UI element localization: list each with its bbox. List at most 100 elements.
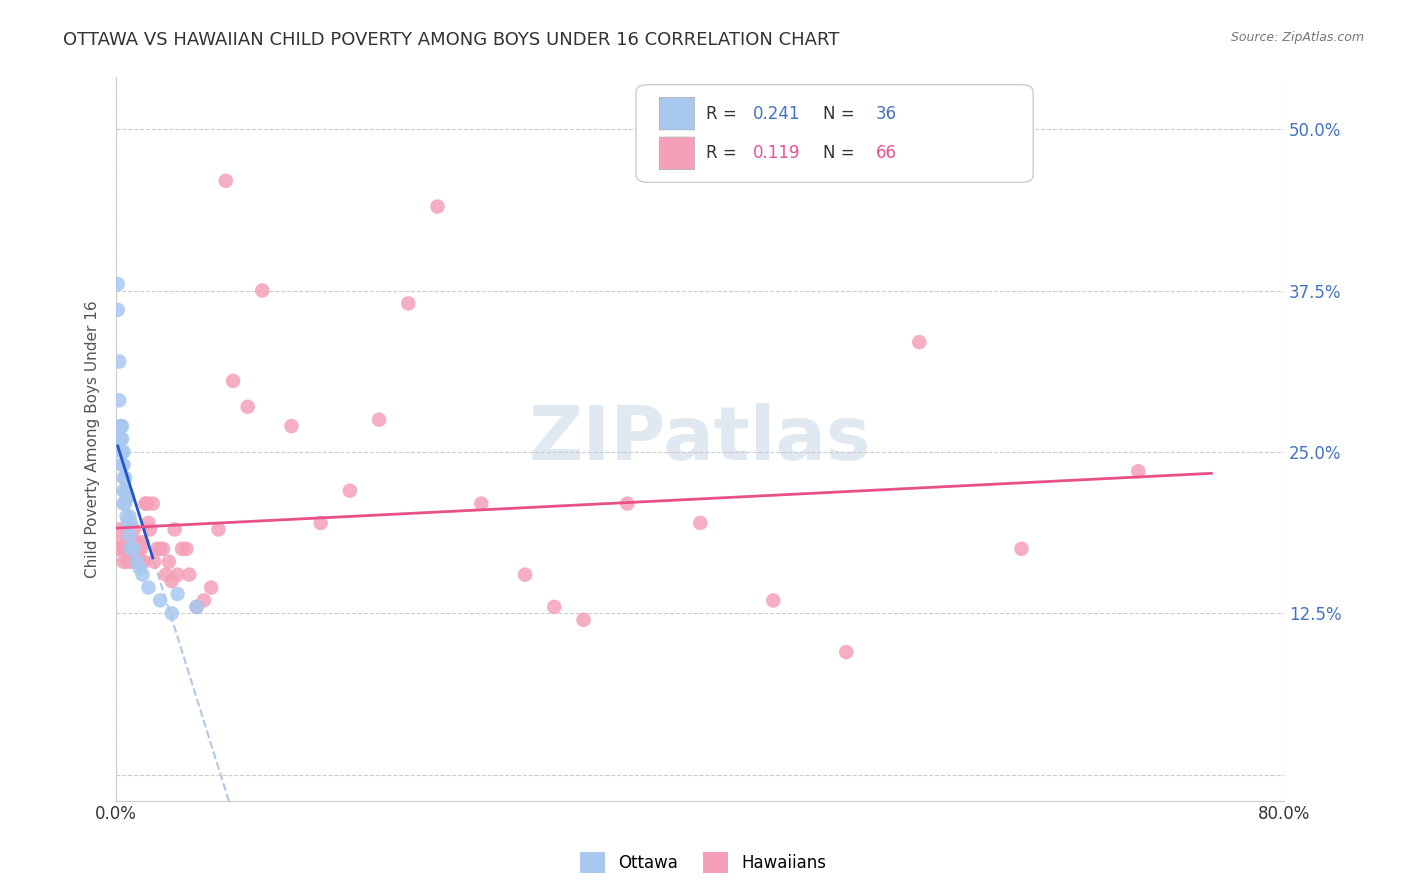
Point xyxy=(112,445,135,459)
Point xyxy=(120,516,142,530)
Point xyxy=(129,541,152,556)
Point xyxy=(110,419,132,434)
Point xyxy=(309,516,332,530)
Point xyxy=(117,516,139,530)
Point xyxy=(107,277,129,291)
Point xyxy=(215,174,238,188)
Point xyxy=(114,497,136,511)
Point xyxy=(110,432,132,446)
Point xyxy=(368,412,391,426)
Text: R =: R = xyxy=(706,145,742,162)
Point xyxy=(112,555,135,569)
Point xyxy=(115,490,138,504)
Point xyxy=(157,555,180,569)
Text: Source: ZipAtlas.com: Source: ZipAtlas.com xyxy=(1230,31,1364,45)
Point xyxy=(543,599,565,614)
Point xyxy=(108,523,131,537)
Text: 66: 66 xyxy=(876,145,897,162)
Text: ZIPatlas: ZIPatlas xyxy=(529,402,872,475)
Point xyxy=(112,471,135,485)
Point xyxy=(124,541,146,556)
Point xyxy=(117,490,139,504)
Point xyxy=(111,541,134,556)
Point xyxy=(396,296,419,310)
Point xyxy=(616,497,638,511)
Point xyxy=(115,529,138,543)
Point xyxy=(117,555,139,569)
Point xyxy=(118,541,141,556)
Point xyxy=(470,497,492,511)
Legend: Ottawa, Hawaiians: Ottawa, Hawaiians xyxy=(574,846,832,880)
Point xyxy=(108,354,131,368)
Point xyxy=(166,567,188,582)
Point xyxy=(170,541,193,556)
Point xyxy=(107,302,129,317)
Point xyxy=(127,541,149,556)
Point xyxy=(572,613,595,627)
Point xyxy=(114,471,136,485)
Point xyxy=(111,458,134,472)
Point xyxy=(193,593,215,607)
Y-axis label: Child Poverty Among Boys Under 16: Child Poverty Among Boys Under 16 xyxy=(86,301,100,578)
Point xyxy=(114,483,136,498)
Point xyxy=(163,523,186,537)
Point xyxy=(108,393,131,408)
Point xyxy=(139,523,162,537)
Point xyxy=(689,516,711,530)
Point xyxy=(160,574,183,588)
FancyBboxPatch shape xyxy=(659,97,695,130)
Text: N =: N = xyxy=(823,104,860,122)
Point xyxy=(120,541,142,556)
Point xyxy=(155,567,177,582)
Point xyxy=(835,645,858,659)
Point xyxy=(762,593,785,607)
Point xyxy=(426,200,449,214)
Point xyxy=(138,516,160,530)
Point xyxy=(131,535,153,549)
Point xyxy=(112,497,135,511)
Point xyxy=(122,535,145,549)
Point xyxy=(513,567,536,582)
Point xyxy=(222,374,245,388)
Point xyxy=(176,541,198,556)
Text: 0.119: 0.119 xyxy=(752,145,800,162)
Point xyxy=(111,432,134,446)
Point xyxy=(186,599,208,614)
Point xyxy=(128,555,150,569)
Point xyxy=(125,548,148,562)
Text: R =: R = xyxy=(706,104,742,122)
Point xyxy=(339,483,361,498)
Point xyxy=(131,567,153,582)
Point xyxy=(1011,541,1033,556)
Point xyxy=(115,509,138,524)
Point xyxy=(134,497,156,511)
Point xyxy=(117,541,139,556)
Point xyxy=(179,567,201,582)
Point xyxy=(112,458,135,472)
Point xyxy=(1128,464,1150,478)
Point xyxy=(149,541,172,556)
Point xyxy=(200,581,222,595)
Point xyxy=(908,335,931,350)
Point xyxy=(128,561,150,575)
Point xyxy=(118,509,141,524)
Point xyxy=(127,535,149,549)
Text: OTTAWA VS HAWAIIAN CHILD POVERTY AMONG BOYS UNDER 16 CORRELATION CHART: OTTAWA VS HAWAIIAN CHILD POVERTY AMONG B… xyxy=(63,31,839,49)
Point xyxy=(152,541,174,556)
Point xyxy=(252,284,274,298)
Point xyxy=(125,555,148,569)
Point xyxy=(120,548,142,562)
Point xyxy=(122,541,145,556)
FancyBboxPatch shape xyxy=(659,137,695,169)
Point xyxy=(120,541,142,556)
Point xyxy=(132,555,155,569)
Point xyxy=(121,555,143,569)
Point xyxy=(186,599,208,614)
Point xyxy=(110,535,132,549)
Point xyxy=(236,400,259,414)
Text: 0.241: 0.241 xyxy=(752,104,800,122)
Text: 36: 36 xyxy=(876,104,897,122)
Point xyxy=(114,541,136,556)
FancyBboxPatch shape xyxy=(636,85,1033,182)
Point xyxy=(280,419,302,434)
